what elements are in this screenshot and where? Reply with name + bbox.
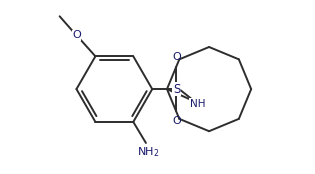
Text: NH: NH	[190, 99, 205, 109]
Text: S: S	[173, 83, 180, 96]
Text: O: O	[72, 30, 81, 40]
Text: O: O	[172, 52, 181, 62]
Text: O: O	[172, 116, 181, 126]
Text: NH$_2$: NH$_2$	[137, 145, 159, 159]
